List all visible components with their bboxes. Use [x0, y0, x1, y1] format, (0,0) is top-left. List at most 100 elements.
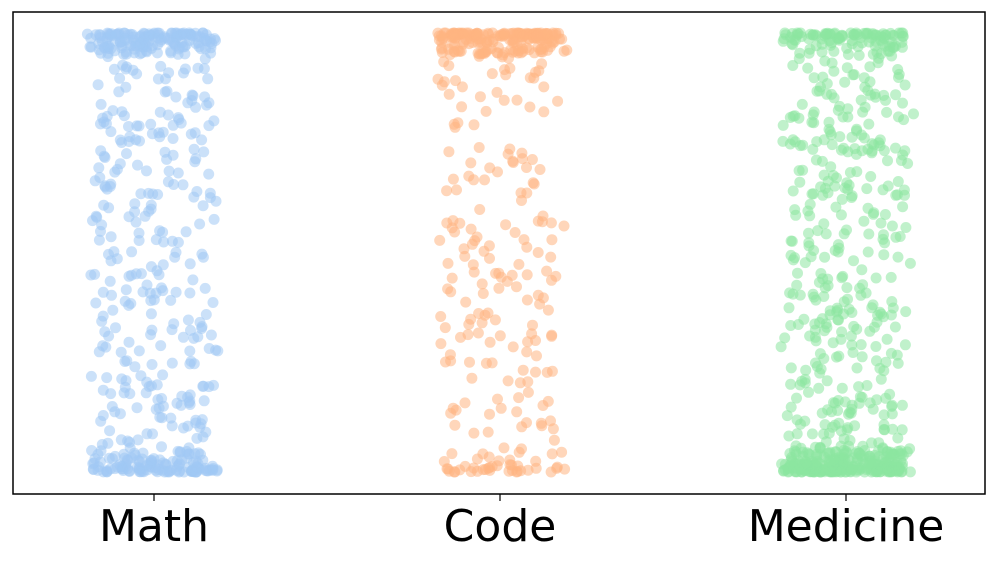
point-medicine	[887, 41, 899, 53]
point-math	[205, 329, 217, 341]
point-math	[132, 159, 143, 171]
point-medicine	[810, 154, 822, 166]
point-math	[210, 344, 222, 356]
point-code	[509, 227, 521, 238]
point-math	[177, 41, 189, 53]
point-code	[446, 448, 458, 460]
point-medicine	[846, 403, 858, 415]
point-medicine	[892, 357, 904, 369]
point-math	[165, 294, 177, 306]
point-math	[121, 148, 132, 160]
point-math	[95, 98, 107, 110]
point-math	[170, 246, 182, 258]
point-medicine	[896, 448, 908, 460]
point-math	[85, 269, 97, 281]
point-medicine	[865, 171, 877, 182]
point-medicine	[875, 217, 887, 229]
point-medicine	[804, 43, 816, 55]
point-math	[105, 231, 117, 243]
point-code	[511, 281, 522, 293]
point-medicine	[807, 188, 819, 200]
point-code	[504, 143, 516, 155]
point-code	[528, 72, 540, 84]
point-math	[97, 410, 109, 421]
point-medicine	[849, 420, 861, 432]
point-medicine	[855, 289, 867, 301]
point-medicine	[830, 201, 842, 213]
point-code	[541, 366, 553, 378]
point-medicine	[858, 215, 870, 227]
point-math	[124, 131, 136, 143]
point-math	[161, 466, 173, 478]
point-code	[546, 274, 557, 286]
x-axis: Math Code Medicine	[99, 494, 944, 552]
point-medicine	[908, 108, 919, 120]
point-math	[97, 310, 109, 322]
point-math	[198, 395, 210, 407]
point-code	[464, 356, 475, 368]
point-code	[532, 289, 544, 301]
point-medicine	[832, 246, 844, 258]
point-math	[146, 359, 158, 370]
point-code	[456, 81, 468, 93]
point-code	[511, 94, 523, 106]
point-medicine	[870, 341, 882, 352]
point-math	[152, 189, 164, 200]
point-code	[465, 157, 477, 169]
point-math	[154, 411, 166, 423]
point-math	[199, 282, 211, 294]
point-medicine	[882, 155, 893, 167]
point-medicine	[780, 29, 792, 41]
point-medicine	[881, 333, 893, 345]
point-code	[472, 327, 484, 339]
point-code	[476, 278, 488, 290]
point-code	[447, 402, 459, 414]
point-math	[98, 116, 110, 128]
point-medicine	[890, 89, 902, 101]
point-math	[204, 192, 216, 204]
x-tick-label-code: Code	[444, 501, 557, 552]
point-code	[536, 43, 548, 55]
point-code	[447, 173, 459, 185]
point-medicine	[808, 106, 820, 118]
x-tick-label-medicine: Medicine	[748, 501, 945, 552]
point-medicine	[897, 201, 909, 213]
point-code	[484, 408, 495, 420]
point-medicine	[785, 249, 797, 261]
point-code	[505, 44, 517, 56]
point-medicine	[866, 302, 878, 314]
point-code	[483, 451, 495, 463]
point-math	[107, 105, 119, 117]
point-medicine	[851, 362, 863, 374]
point-code	[506, 269, 518, 281]
point-code	[498, 94, 510, 106]
point-math	[125, 298, 137, 309]
point-math	[147, 28, 159, 40]
point-math	[123, 465, 135, 477]
point-math	[180, 226, 192, 238]
point-medicine	[819, 419, 831, 431]
point-medicine	[823, 123, 835, 135]
point-code	[459, 250, 471, 262]
point-math	[201, 99, 212, 111]
point-math	[119, 356, 131, 367]
point-medicine	[794, 176, 806, 188]
point-math	[85, 370, 97, 382]
point-math	[182, 314, 194, 326]
point-medicine	[851, 123, 863, 135]
point-code	[466, 372, 478, 384]
point-math	[170, 286, 182, 298]
point-code	[545, 217, 557, 229]
point-medicine	[896, 399, 908, 411]
point-code	[439, 322, 451, 334]
point-math	[147, 428, 158, 440]
point-medicine	[819, 282, 831, 294]
point-medicine	[803, 386, 814, 398]
point-code	[500, 69, 512, 81]
point-code	[447, 31, 459, 43]
point-code	[434, 234, 446, 246]
point-math	[94, 172, 106, 183]
point-math	[85, 32, 97, 44]
point-math	[159, 31, 170, 43]
point-math	[146, 324, 158, 336]
